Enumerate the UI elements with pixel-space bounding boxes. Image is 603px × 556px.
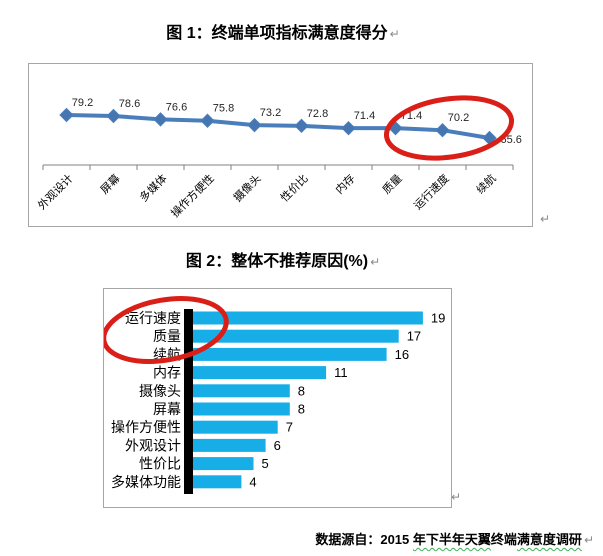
paragraph-mark-icon: ↵: [389, 27, 400, 41]
svg-text:75.8: 75.8: [213, 103, 234, 115]
svg-text:6: 6: [274, 438, 281, 453]
svg-text:操作方便性: 操作方便性: [111, 419, 181, 435]
bar-chart-canvas: 19运行速度17质量16续航11内存8摄像头8屏幕7操作方便性6外观设计5性价比…: [104, 296, 445, 494]
svg-text:79.2: 79.2: [72, 97, 93, 109]
figure2-title-text: 图 2：整体不推荐原因(%): [185, 253, 369, 270]
svg-text:性价比: 性价比: [139, 456, 181, 472]
source-text: 数据源自：2015: [315, 532, 413, 547]
svg-text:摄像头: 摄像头: [230, 171, 263, 204]
svg-text:摄像头: 摄像头: [139, 383, 181, 399]
figure1-line-chart: 79.2 78.6 76.6 75.8 73.2 72.8 71.4 71.4 70.2 65.6…: [28, 63, 533, 227]
svg-text:73.2: 73.2: [260, 107, 281, 119]
svg-text:内存: 内存: [153, 365, 181, 381]
svg-text:运行速度: 运行速度: [125, 310, 181, 326]
source-text-squiggle: 满意度调研: [516, 532, 582, 547]
svg-text:内存: 内存: [332, 171, 357, 196]
svg-text:8: 8: [298, 402, 305, 417]
svg-text:16: 16: [395, 347, 409, 362]
svg-text:外观设计: 外观设计: [35, 172, 75, 212]
svg-text:76.6: 76.6: [166, 101, 187, 113]
svg-text:性价比: 性价比: [277, 171, 310, 204]
figure2-title: 图 2：整体不推荐原因(%) ↵: [0, 247, 566, 271]
svg-text:71.4: 71.4: [354, 110, 375, 122]
svg-text:70.2: 70.2: [448, 112, 469, 124]
svg-text:4: 4: [249, 474, 256, 489]
svg-text:7: 7: [286, 420, 293, 435]
data-source-note: 数据源自：2015 年下半年天翼终端满意度调研 ↵: [315, 529, 594, 548]
paragraph-mark-icon: ↵: [370, 255, 381, 269]
svg-text:多媒体: 多媒体: [136, 171, 169, 204]
svg-text:外观设计: 外观设计: [125, 437, 181, 453]
source-text-squiggle: 年下半年天翼: [412, 532, 491, 547]
svg-text:操作方便性: 操作方便性: [168, 171, 217, 220]
source-text: 终端: [490, 532, 517, 547]
svg-text:5: 5: [262, 456, 269, 471]
svg-text:19: 19: [431, 311, 445, 326]
svg-text:质量: 质量: [153, 328, 181, 344]
line-chart-canvas: 79.2 78.6 76.6 75.8 73.2 72.8 71.4 71.4 70.265.6…: [35, 95, 522, 220]
figure1-title: 图 1：终端单项指标满意度得分 ↵: [0, 19, 566, 43]
figure2-bar-chart: 19 运行速度 17 质量 16 续航 11 内存 8 摄像头 8 屏幕 7 操作方便性 6 外观设计 5 性价比…: [103, 288, 452, 508]
svg-text:续航: 续航: [473, 171, 498, 196]
figure1-title-text: 图 1：终端单项指标满意度得分: [166, 25, 388, 42]
svg-text:72.8: 72.8: [307, 108, 328, 120]
svg-text:屏幕: 屏幕: [153, 401, 181, 417]
svg-text:11: 11: [334, 365, 348, 380]
paragraph-mark-icon: ↵: [583, 533, 594, 547]
paragraph-mark-icon: ↵: [540, 212, 551, 226]
svg-text:屏幕: 屏幕: [97, 171, 122, 196]
svg-text:质量: 质量: [380, 172, 405, 197]
svg-text:8: 8: [298, 383, 305, 398]
svg-text:多媒体功能: 多媒体功能: [111, 474, 181, 490]
paragraph-mark-icon: ↵: [451, 490, 462, 504]
svg-text:运行速度: 运行速度: [411, 171, 452, 212]
svg-text:78.6: 78.6: [119, 98, 140, 110]
svg-text:17: 17: [407, 329, 421, 344]
